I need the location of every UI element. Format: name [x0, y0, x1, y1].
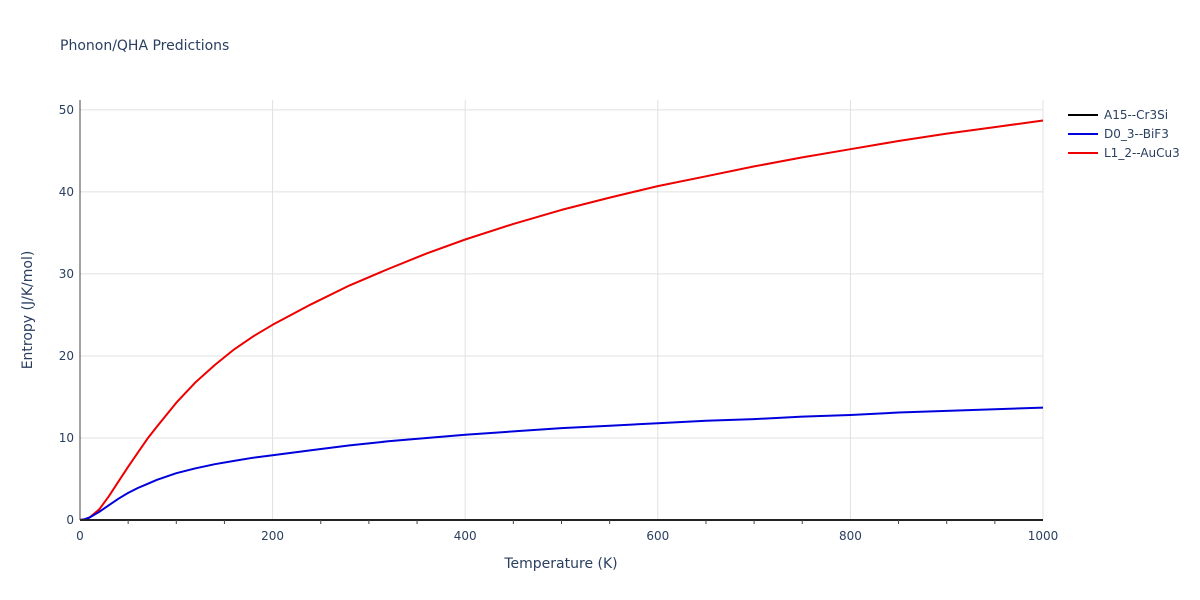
legend-item[interactable]: D0_3--BiF3: [1068, 127, 1169, 141]
y-tick-label: 30: [59, 267, 74, 281]
axes: 0 200 400 600 800 1000 0 10 20 30 40 50: [59, 100, 1059, 543]
legend: A15--Cr3Si D0_3--BiF3 L1_2--AuCu3: [1068, 108, 1180, 160]
legend-label: D0_3--BiF3: [1104, 127, 1169, 141]
legend-label: A15--Cr3Si: [1104, 108, 1168, 122]
x-tick-label: 0: [76, 529, 84, 543]
legend-item[interactable]: A15--Cr3Si: [1068, 108, 1168, 122]
series-line-d0-3-bif3: [79, 406, 1044, 521]
x-tick-label: 200: [261, 529, 284, 543]
x-tick-label: 400: [454, 529, 477, 543]
legend-item[interactable]: L1_2--AuCu3: [1068, 146, 1180, 160]
x-axis-title: Temperature (K): [503, 556, 617, 572]
y-axis-title: Entropy (J/K/mol): [20, 251, 36, 370]
chart-title: Phonon/QHA Predictions: [60, 38, 229, 54]
y-tick-label: 40: [59, 185, 74, 199]
x-tick-label: 1000: [1028, 529, 1059, 543]
series-line-l1-2-aucu3: [79, 119, 1044, 521]
x-tick-label: 800: [839, 529, 862, 543]
y-tick-label: 20: [59, 349, 74, 363]
grid-lines: [80, 100, 1044, 520]
legend-label: L1_2--AuCu3: [1104, 146, 1180, 160]
x-tick-label: 600: [646, 529, 669, 543]
y-tick-label: 50: [59, 103, 74, 117]
y-tick-label: 10: [59, 431, 74, 445]
y-tick-label: 0: [66, 513, 74, 527]
plot-area: [79, 119, 1044, 521]
